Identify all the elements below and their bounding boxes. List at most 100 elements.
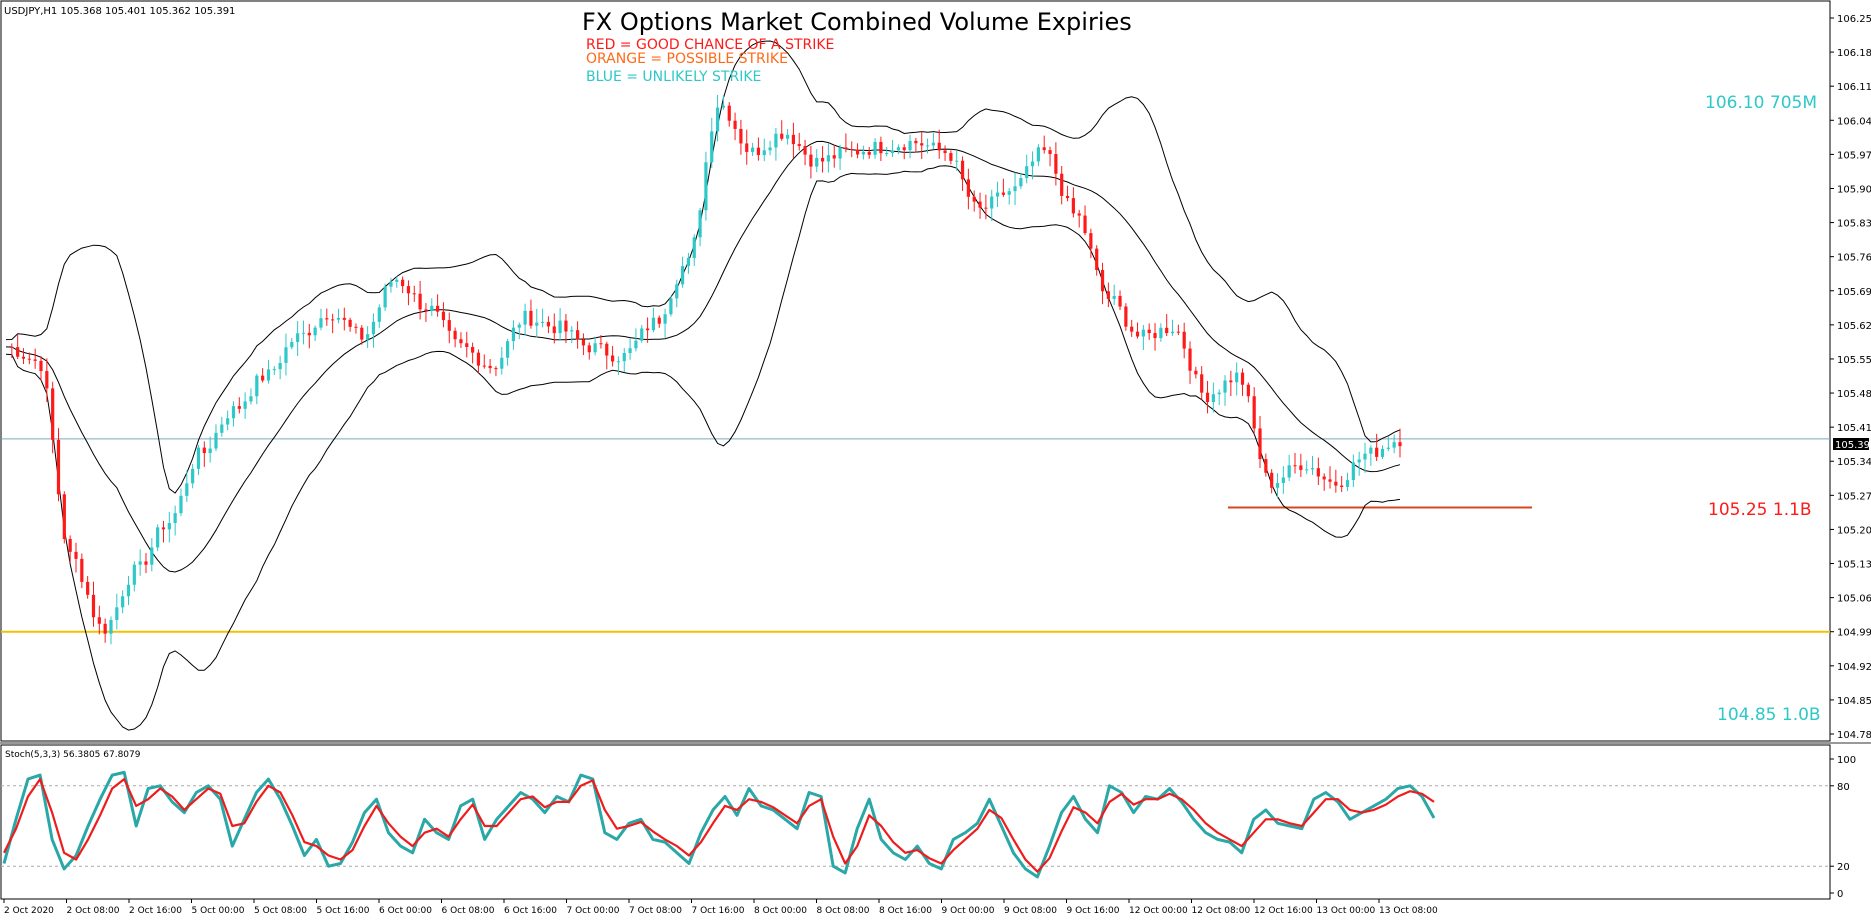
candle-body xyxy=(587,345,591,353)
candle-body xyxy=(336,317,341,320)
candle-body xyxy=(1112,295,1116,299)
candle-body xyxy=(231,406,236,419)
candle-body xyxy=(412,293,416,295)
candle-body xyxy=(185,483,189,496)
candle-body xyxy=(1095,248,1099,270)
candle-body xyxy=(301,332,306,334)
candle-body xyxy=(132,564,136,585)
candle-body xyxy=(103,623,107,634)
candle-body xyxy=(692,237,696,258)
candle-body xyxy=(348,319,352,327)
price-tick-label: 105.415 xyxy=(1837,423,1871,434)
stoch-tick-label: 100 xyxy=(1837,755,1856,766)
price-tick-label: 106.115 xyxy=(1837,82,1871,93)
candle-body xyxy=(214,432,218,449)
candle-body xyxy=(1089,233,1093,249)
candle-body xyxy=(319,318,323,328)
candle-body xyxy=(1270,472,1274,488)
stochastic-series xyxy=(1,770,1830,879)
candle-body xyxy=(377,307,381,322)
candle-body xyxy=(1030,161,1035,167)
candle-body xyxy=(471,347,475,353)
candle-body xyxy=(809,154,813,167)
candle-body xyxy=(885,153,889,155)
candle-body xyxy=(815,157,819,167)
candle-body xyxy=(733,120,737,129)
candle-body xyxy=(1060,173,1064,196)
candle-body xyxy=(1328,479,1332,482)
candle-body xyxy=(494,368,498,370)
candle-body xyxy=(33,359,37,361)
candle-body xyxy=(645,328,650,331)
candle-body xyxy=(657,317,661,324)
time-tick-label: 5 Oct 08:00 xyxy=(254,906,307,916)
candle-body xyxy=(150,547,154,565)
candle-body xyxy=(1235,372,1239,383)
chart-title: FX Options Market Combined Volume Expiri… xyxy=(582,8,1132,36)
candle-body xyxy=(850,149,854,151)
candle-body xyxy=(167,523,171,530)
candle-body xyxy=(1118,295,1122,307)
candle-body xyxy=(896,147,900,151)
candle-body xyxy=(861,151,865,155)
candle-body xyxy=(710,131,714,163)
candle-body xyxy=(1147,329,1151,334)
candle-body xyxy=(1252,396,1256,429)
candle-body xyxy=(1264,459,1268,473)
candle-body xyxy=(21,356,26,359)
candle-body xyxy=(202,447,206,454)
candle-body xyxy=(651,317,656,331)
candle-body xyxy=(1135,331,1140,337)
candle-body xyxy=(1065,195,1070,199)
candle-body xyxy=(1188,348,1192,371)
candle-body xyxy=(1182,331,1186,349)
candle-body xyxy=(669,298,673,315)
candle-body xyxy=(517,324,521,328)
candle-body xyxy=(1363,453,1367,460)
candle-body xyxy=(278,362,282,370)
candle-body xyxy=(430,305,434,311)
candle-body xyxy=(920,143,924,146)
candle-body xyxy=(447,320,451,331)
stochastic-panel xyxy=(0,744,1831,900)
candle-body xyxy=(1351,462,1355,481)
candle-body xyxy=(791,134,796,145)
candle-body xyxy=(97,617,101,624)
bollinger-upper xyxy=(5,40,1401,494)
candle-body xyxy=(704,162,708,211)
candle-body xyxy=(138,561,142,565)
candle-body xyxy=(523,310,527,325)
candle-body xyxy=(960,160,965,180)
candle-body xyxy=(313,327,317,336)
candle-body xyxy=(1165,327,1169,334)
candle-body xyxy=(511,327,516,342)
candle-body xyxy=(1322,476,1326,480)
time-tick-label: 8 Oct 08:00 xyxy=(817,906,870,916)
current-price-tag xyxy=(1833,438,1869,450)
legend-red: RED = GOOD CHANCE OF A STRIKE xyxy=(586,37,834,53)
candle-body xyxy=(634,340,638,349)
candle-body xyxy=(1369,447,1373,454)
candle-body xyxy=(873,141,877,155)
candle-body xyxy=(879,141,883,154)
candle-body xyxy=(1200,374,1204,393)
candle-body xyxy=(581,339,586,346)
time-tick-label: 2 Oct 16:00 xyxy=(129,906,182,916)
price-tick-label: 106.045 xyxy=(1837,116,1871,127)
candle-body xyxy=(698,210,702,238)
stochastic-label: Stoch(5,3,3) 56.3805 67.8079 xyxy=(5,750,141,760)
candle-body xyxy=(243,401,247,409)
candle-body xyxy=(342,317,346,320)
candle-body xyxy=(272,369,276,371)
price-tick-label: 105.555 xyxy=(1837,355,1871,366)
time-tick-label: 6 Oct 00:00 xyxy=(379,906,432,916)
candle-body xyxy=(80,558,84,582)
candle-body xyxy=(1205,392,1210,403)
candle-body xyxy=(1345,480,1350,487)
time-tick-label: 12 Oct 08:00 xyxy=(1192,906,1251,916)
price-tick-label: 105.485 xyxy=(1837,389,1871,400)
candle-body xyxy=(237,406,241,409)
guide-lines xyxy=(1,438,1830,633)
price-tick-label: 105.205 xyxy=(1837,525,1871,536)
stoch-tick-label: 80 xyxy=(1837,782,1850,793)
